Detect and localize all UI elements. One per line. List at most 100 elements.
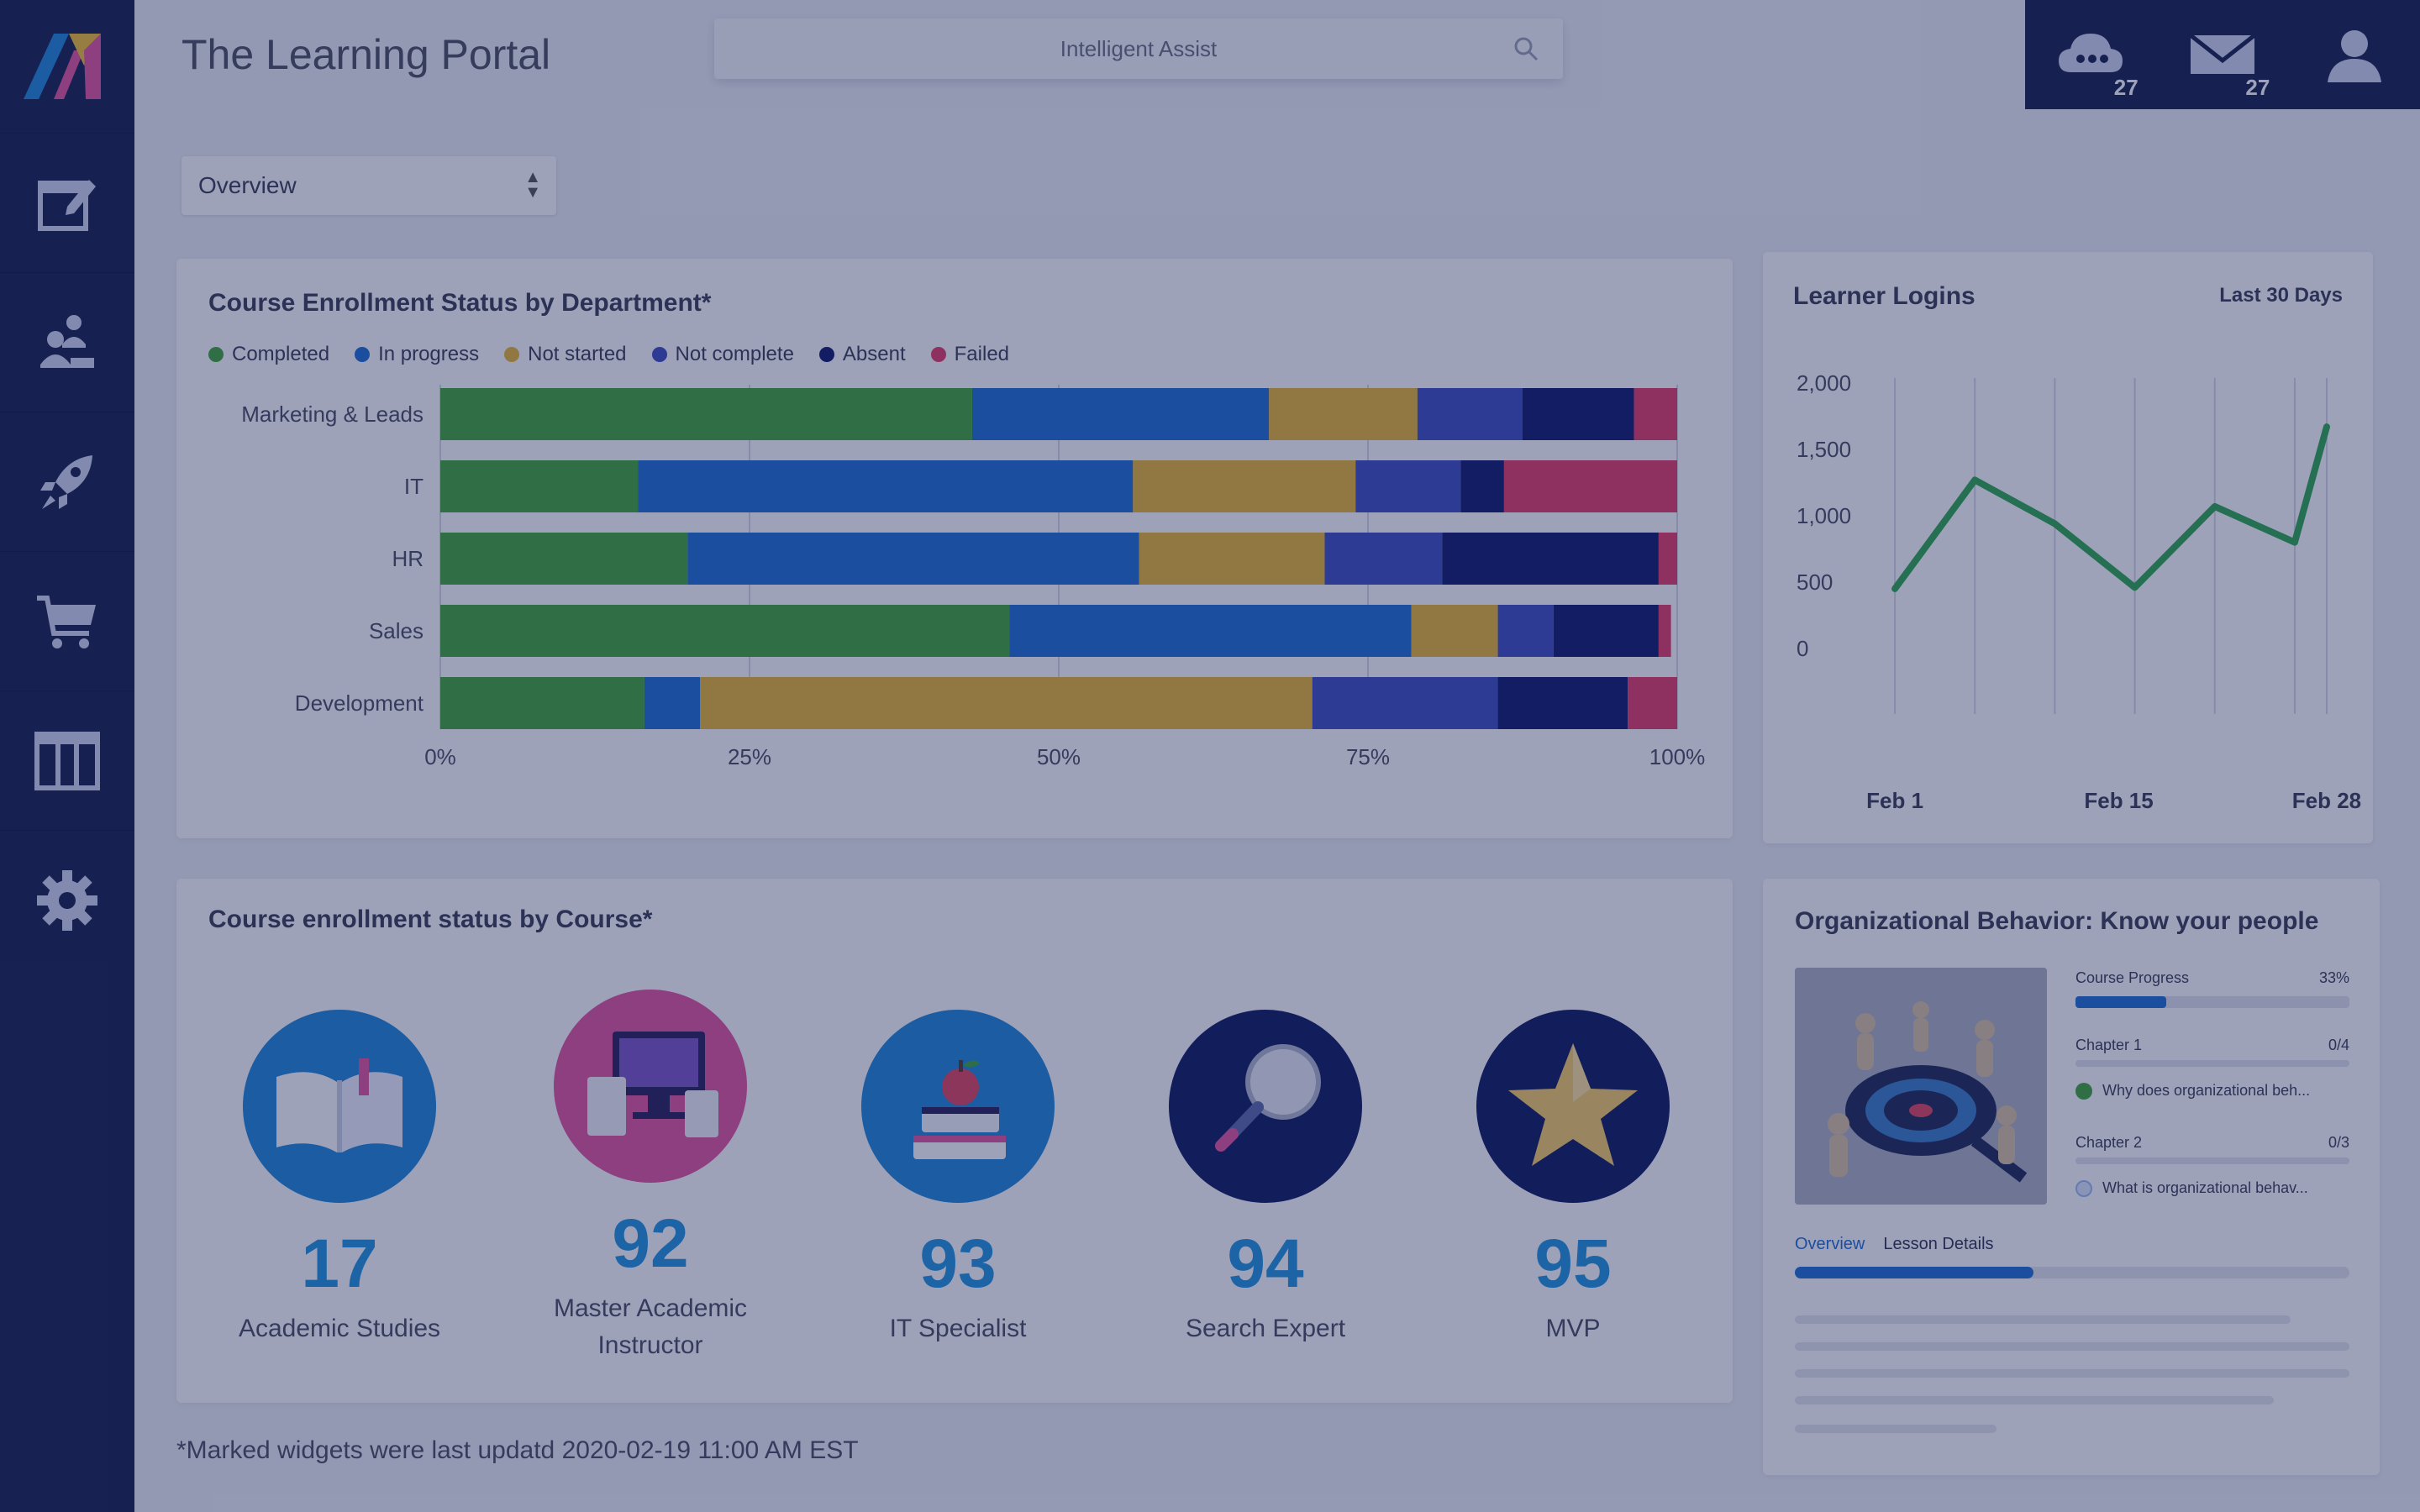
course-name: IT Specialist (889, 1315, 1027, 1342)
mail-count: 27 (2245, 75, 2270, 100)
course-tile[interactable]: 92 Master Academic Instructor (524, 990, 776, 1364)
sidebar-nav (0, 133, 134, 969)
y-tick-label: 1,000 (1797, 503, 1851, 528)
y-tick-label: Marketing & Leads (241, 402, 424, 427)
sidebar-item-catalog[interactable] (0, 690, 134, 830)
bar-segment (1442, 533, 1659, 585)
y-tick-label: HR (392, 546, 424, 571)
y-tick-label: 0 (1797, 636, 1808, 661)
bar-segment (1553, 605, 1659, 657)
legend-swatch (651, 347, 667, 362)
course-count: 94 (1227, 1226, 1304, 1302)
course-tabs: Overview Lesson Details (1795, 1235, 1994, 1254)
app-title: The Learning Portal (182, 31, 551, 78)
course-thumbnail[interactable] (1795, 968, 2047, 1205)
course-count: 92 (612, 1205, 689, 1282)
legend-swatch (818, 347, 834, 362)
course-badge (1169, 1010, 1362, 1203)
course-tile[interactable]: 17 Academic Studies (213, 1010, 466, 1347)
chapter-row[interactable]: Chapter 1 0/4 (2075, 1037, 2349, 1054)
footnote: *Marked widgets were last updatd 2020-02… (176, 1436, 859, 1464)
legend-item-completed: Completed (208, 343, 329, 366)
cloud-icon (2059, 34, 2123, 72)
bar-segment (1658, 605, 1671, 657)
text-placeholder-line (1795, 1425, 1996, 1433)
gear-icon (37, 869, 97, 931)
course-name: Search Expert (1185, 1315, 1346, 1342)
lesson-item[interactable]: What is organizational behav... (2075, 1179, 2349, 1197)
bar-segment (1355, 460, 1461, 512)
bar-segment (1634, 388, 1677, 440)
cloud-button[interactable]: 27 (2025, 0, 2157, 109)
people-icon (40, 314, 94, 368)
tab-overview[interactable]: Overview (1795, 1235, 1865, 1253)
legend-item-failed: Failed (930, 343, 1009, 366)
org-course-title[interactable]: Organizational Behavior: Know your peopl… (1795, 907, 2319, 935)
sidebar (0, 0, 134, 1512)
course-badge (554, 990, 747, 1183)
legend-label: Not complete (675, 343, 794, 365)
course-tile[interactable]: 95 MVP (1447, 1010, 1699, 1347)
intelligent-assist-search[interactable]: Intelligent Assist (714, 18, 1563, 79)
select-arrows-icon: ▲ ▼ (524, 168, 541, 202)
chapter-row[interactable]: Chapter 2 0/3 (2075, 1134, 2349, 1152)
logins-title: Learner Logins (1793, 282, 1975, 310)
view-select[interactable]: Overview ▲ ▼ (182, 156, 556, 215)
course-tile[interactable]: 93 IT Specialist (832, 1010, 1084, 1347)
sidebar-item-settings[interactable] (0, 830, 134, 969)
text-placeholder-line (1795, 1315, 2291, 1324)
mail-icon (2189, 34, 2256, 74)
tab-lesson-details[interactable]: Lesson Details (1883, 1235, 1994, 1253)
text-placeholder-line (1795, 1369, 2349, 1378)
mail-button[interactable]: 27 (2157, 0, 2289, 109)
lesson-item[interactable]: Why does organizational beh... (2075, 1082, 2349, 1100)
y-tick-label: Sales (369, 618, 424, 643)
bar-segment (1009, 605, 1412, 657)
bar-segment (644, 677, 701, 729)
course-name: Master Academic Instructor (553, 1294, 748, 1359)
book-icon (276, 1058, 402, 1152)
learner-logins-line-chart: 0 500 1,000 1,500 2,000 Feb 1 Feb 15 Feb 28 (1797, 370, 2361, 813)
top-toolbar: 27 27 (2025, 0, 2420, 109)
legend-swatch (930, 347, 946, 362)
lesson-status-icon (2075, 1179, 2092, 1197)
sidebar-item-edit[interactable] (0, 133, 134, 272)
sidebar-item-launch[interactable] (0, 412, 134, 551)
course-count: 95 (1534, 1226, 1612, 1302)
bar-segment (1503, 460, 1677, 512)
user-button[interactable] (2288, 0, 2420, 109)
bar-segment (440, 533, 688, 585)
x-tick-label: 100% (1649, 744, 1706, 769)
app-logo[interactable] (20, 17, 104, 101)
x-tick-label: 25% (728, 744, 771, 769)
legend-item-not-complete: Not complete (651, 343, 794, 366)
search-icon[interactable] (1512, 35, 1539, 62)
bar-segment (638, 460, 1134, 512)
legend-label: In progress (378, 343, 480, 365)
bar-segment (1497, 605, 1554, 657)
bar-segment (1269, 388, 1418, 440)
logins-range-label: Last 30 Days (2219, 284, 2343, 307)
bar-segment (440, 605, 1010, 657)
cloud-count: 27 (2113, 75, 2139, 100)
magnifier-icon (1215, 1044, 1321, 1152)
sidebar-item-people[interactable] (0, 272, 134, 412)
text-placeholder-line (1795, 1396, 2274, 1404)
user-icon (2327, 30, 2381, 82)
course-progress-label: Course Progress (2075, 969, 2190, 986)
bar-segment (1411, 605, 1498, 657)
course-count: 93 (919, 1226, 997, 1302)
y-tick-label: IT (404, 474, 424, 499)
bar-segment (1658, 533, 1677, 585)
enrollment-by-department-card: Course Enrollment Status by Department* … (176, 259, 1733, 838)
lesson-status-icon (2075, 1082, 2092, 1100)
legend-label: Absent (842, 343, 906, 365)
course-tile[interactable]: 94 Search Expert (1139, 1010, 1392, 1347)
legend-label: Completed (232, 343, 330, 365)
bar-segment (1324, 533, 1443, 585)
sidebar-item-shop[interactable] (0, 551, 134, 690)
series-line (1891, 423, 2330, 592)
courses-title: Course enrollment status by Course* (208, 906, 653, 933)
lesson-title: Why does organizational beh... (2102, 1082, 2311, 1099)
course-name: MVP (1545, 1315, 1601, 1342)
